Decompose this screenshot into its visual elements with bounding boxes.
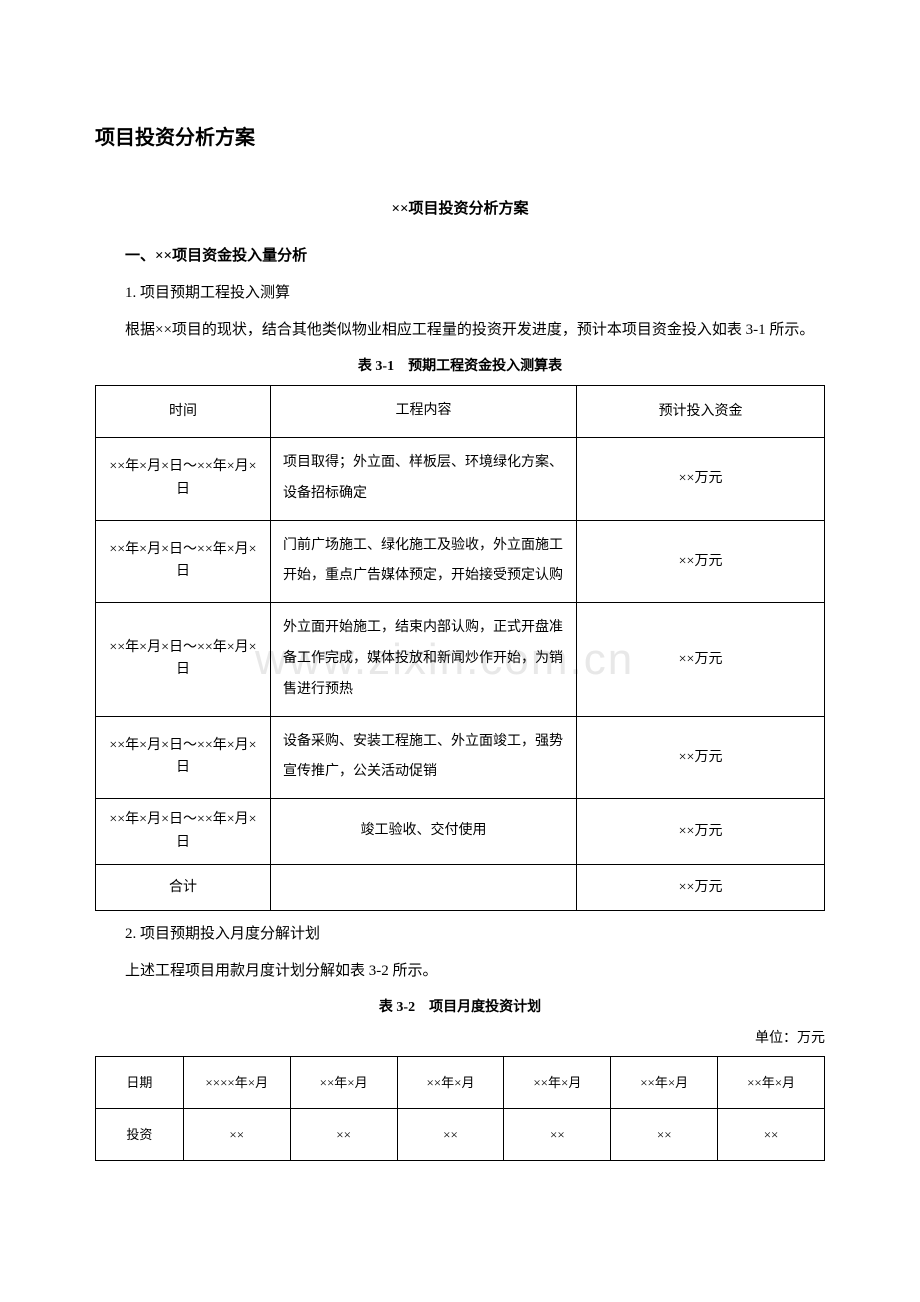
- cell-v1: ××: [183, 1108, 290, 1160]
- table-budget: 时间 工程内容 预计投入资金 ××年×月×日～××年×月×日 项目取得；外立面、…: [95, 385, 825, 911]
- cell-amount: ××万元: [577, 603, 825, 716]
- cell-content: 项目取得；外立面、样板层、环境绿化方案、设备招标确定: [270, 437, 576, 520]
- table-row: ××年×月×日～××年×月×日 外立面开始施工，结束内部认购，正式开盘准备工作完…: [96, 603, 825, 716]
- cell-total-label: 合计: [96, 864, 271, 910]
- header-c6: ××年×月: [718, 1056, 825, 1108]
- table2-caption: 表 3-2 项目月度投资计划: [95, 995, 825, 1020]
- document-title: 项目投资分析方案: [95, 120, 825, 156]
- cell-v5: ××: [611, 1108, 718, 1160]
- table-row: ××年×月×日～××年×月×日 门前广场施工、绿化施工及验收，外立面施工开始，重…: [96, 520, 825, 603]
- table-row: ××年×月×日～××年×月×日 竣工验收、交付使用 ××万元: [96, 799, 825, 865]
- cell-content: 外立面开始施工，结束内部认购，正式开盘准备工作完成，媒体投放和新闻炒作开始，为销…: [270, 603, 576, 716]
- header-c2: ××年×月: [290, 1056, 397, 1108]
- header-date: 日期: [96, 1056, 184, 1108]
- header-c4: ××年×月: [504, 1056, 611, 1108]
- item2-label: 2. 项目预期投入月度分解计划: [95, 921, 825, 948]
- cell-content: 门前广场施工、绿化施工及验收，外立面施工开始，重点广告媒体预定，开始接受预定认购: [270, 520, 576, 603]
- cell-v4: ××: [504, 1108, 611, 1160]
- header-amount: 预计投入资金: [577, 386, 825, 438]
- header-c3: ××年×月: [397, 1056, 504, 1108]
- sub-title: ××项目投资分析方案: [95, 196, 825, 223]
- cell-amount: ××万元: [577, 799, 825, 865]
- cell-total-amount: ××万元: [577, 864, 825, 910]
- cell-empty: [270, 864, 576, 910]
- item2-desc: 上述工程项目用款月度计划分解如表 3-2 所示。: [95, 958, 825, 985]
- table-row: ××年×月×日～××年×月×日 设备采购、安装工程施工、外立面竣工，强势宣传推广…: [96, 716, 825, 799]
- page-wrapper: www.zixin.com.cn 项目投资分析方案 ××项目投资分析方案 一、×…: [95, 120, 825, 1161]
- table-monthly: 日期 ××××年×月 ××年×月 ××年×月 ××年×月 ××年×月 ××年×月…: [95, 1056, 825, 1162]
- cell-time: ××年×月×日～××年×月×日: [96, 603, 271, 716]
- header-c1: ××××年×月: [183, 1056, 290, 1108]
- cell-content: 设备采购、安装工程施工、外立面竣工，强势宣传推广，公关活动促销: [270, 716, 576, 799]
- cell-time: ××年×月×日～××年×月×日: [96, 437, 271, 520]
- section-heading: 一、××项目资金投入量分析: [95, 243, 825, 270]
- item1-desc: 根据××项目的现状，结合其他类似物业相应工程量的投资开发进度，预计本项目资金投入…: [95, 317, 825, 344]
- table2-unit: 单位：万元: [95, 1026, 825, 1051]
- table1-caption: 表 3-1 预期工程资金投入测算表: [95, 354, 825, 379]
- table-row-total: 合计 ××万元: [96, 864, 825, 910]
- cell-content: 竣工验收、交付使用: [270, 799, 576, 865]
- item1-label: 1. 项目预期工程投入测算: [95, 280, 825, 307]
- header-c5: ××年×月: [611, 1056, 718, 1108]
- header-time: 时间: [96, 386, 271, 438]
- cell-label: 投资: [96, 1108, 184, 1160]
- header-content: 工程内容: [270, 386, 576, 438]
- cell-amount: ××万元: [577, 437, 825, 520]
- cell-time: ××年×月×日～××年×月×日: [96, 716, 271, 799]
- table-row: 投资 ×× ×× ×× ×× ×× ××: [96, 1108, 825, 1160]
- cell-time: ××年×月×日～××年×月×日: [96, 799, 271, 865]
- content: 项目投资分析方案 ××项目投资分析方案 一、××项目资金投入量分析 1. 项目预…: [95, 120, 825, 1161]
- table-row: 时间 工程内容 预计投入资金: [96, 386, 825, 438]
- table-row: ××年×月×日～××年×月×日 项目取得；外立面、样板层、环境绿化方案、设备招标…: [96, 437, 825, 520]
- cell-time: ××年×月×日～××年×月×日: [96, 520, 271, 603]
- cell-amount: ××万元: [577, 716, 825, 799]
- table-row: 日期 ××××年×月 ××年×月 ××年×月 ××年×月 ××年×月 ××年×月: [96, 1056, 825, 1108]
- cell-v6: ××: [718, 1108, 825, 1160]
- cell-v2: ××: [290, 1108, 397, 1160]
- cell-v3: ××: [397, 1108, 504, 1160]
- cell-amount: ××万元: [577, 520, 825, 603]
